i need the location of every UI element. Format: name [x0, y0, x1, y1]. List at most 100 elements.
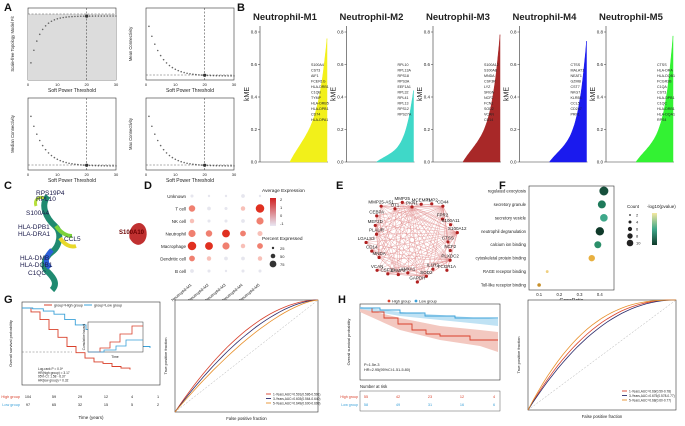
panel-d-dot	[188, 205, 196, 212]
panel-e-node	[446, 240, 450, 244]
panel-a-xtick: 10	[55, 172, 60, 177]
panel-e-node	[448, 258, 452, 262]
panel-a-point	[218, 164, 221, 167]
panel-a-point	[68, 16, 70, 18]
panel-b-ytick: 0.2	[424, 127, 431, 132]
panel-e-node-label: SOD2	[420, 270, 433, 275]
panel-d-color-tick: 0	[280, 213, 283, 218]
panel-a-point	[65, 161, 67, 164]
panel-g-risk-value: 15	[104, 403, 108, 407]
panel-a-xtick: 30	[232, 82, 237, 87]
panel-e-node	[445, 268, 449, 272]
panel-a-point	[74, 163, 76, 166]
panel-d-dot	[257, 230, 263, 237]
panel-h-risk-value: 6	[493, 403, 495, 407]
panel-a-point	[233, 75, 235, 77]
panel-a-point	[97, 164, 100, 167]
panel-h-risk-value: 55	[364, 395, 368, 399]
panel-b-gene-label: HLA-DRB1	[311, 85, 329, 89]
panel-c-trajectory-top	[34, 196, 45, 207]
panel-a-point	[212, 164, 215, 167]
panel-h-risk-label: High group	[340, 395, 358, 399]
panel-e-edge	[376, 215, 458, 233]
panel-g-inset-high	[88, 325, 143, 353]
panel-b-module-title: Neutrophil-M3	[426, 12, 490, 23]
panel-d-dot	[188, 229, 196, 238]
panel-a-point	[227, 75, 229, 77]
panel-b-ytick: 0.8	[510, 30, 517, 35]
panel-a-point	[189, 162, 191, 165]
panel-h-stat: P=1.5e-3	[364, 363, 380, 367]
panel-g-risk-value: 65	[52, 403, 56, 407]
panel-e-edge	[380, 206, 427, 277]
panel-f-count-dot	[626, 239, 634, 247]
panel-b-gene-label: VCAN	[484, 113, 494, 117]
panel-f-term: calcium ion binding	[490, 242, 526, 247]
panel-f-xtick: 0.4	[597, 292, 603, 297]
panel-d-dot	[207, 206, 211, 211]
panel-b-ylabel: kME	[504, 87, 511, 101]
panel-b-ylabel: kME	[417, 87, 424, 101]
panel-a-point	[162, 58, 165, 61]
panel-d-dot	[189, 218, 195, 224]
panel-b-gene-label: RPS4	[657, 118, 666, 122]
panel-e-edge	[376, 202, 403, 235]
panel-a-point	[174, 68, 177, 71]
panel-d-dot	[222, 242, 230, 250]
panel-a-point	[230, 165, 232, 167]
panel-h-km-high	[360, 307, 498, 341]
panel-a-point	[154, 43, 156, 45]
panel-h-risk-box	[359, 390, 501, 412]
panel-f-legend-p: -log10(pvalue)	[647, 204, 676, 209]
panel-d-size-label: 25	[280, 246, 285, 251]
panel-e-edge	[394, 208, 458, 233]
panel-a-point	[165, 152, 168, 154]
panel-e-node-label: PKN1	[406, 200, 418, 205]
panel-b-ytick: 0.2	[597, 127, 604, 132]
panel-g-inset-low	[88, 339, 143, 353]
panel-a-point	[38, 33, 41, 36]
panel-e-node-label: CEBPA	[369, 209, 384, 214]
panel-e-edge	[376, 215, 427, 277]
panel-d-dot	[205, 242, 213, 250]
panel-a-point	[224, 165, 226, 167]
panel-a-point	[224, 75, 226, 77]
panel-a-point	[151, 125, 153, 128]
panel-a-point	[85, 163, 89, 167]
panel-a-point	[77, 15, 79, 18]
panel-a-point	[180, 160, 182, 163]
panel-a-xlabel: Soft Power Threshold	[48, 178, 96, 184]
panel-g-risk-value: 5	[131, 403, 133, 407]
panel-b-ytick: 0.4	[251, 95, 258, 100]
panel-f-count-dot	[628, 220, 632, 224]
panel-a-point	[168, 154, 171, 157]
panel-e-node	[448, 223, 453, 227]
panel-b-ytick: 0.2	[510, 127, 517, 132]
panel-f-xtick: 0.1	[536, 292, 542, 297]
panel-f-count-label: 4	[636, 220, 639, 225]
panel-b-gene-label: HLA-DPB1	[311, 107, 329, 111]
panel-a-point	[177, 159, 180, 162]
panel-d-dot	[207, 269, 211, 273]
panel-a-point	[109, 165, 111, 167]
panel-d-dot	[190, 269, 194, 273]
panel-a-point	[62, 160, 64, 163]
panel-a-point	[65, 16, 67, 18]
panel-b-gene-label: HLA-DRA	[657, 69, 673, 73]
panel-e-node-label: S100A11	[441, 218, 460, 223]
panel-a-point	[85, 14, 89, 18]
panel-b-gene-label: S100A12	[484, 63, 499, 67]
panel-d-size-label: 75	[280, 262, 285, 267]
panel-a-point	[88, 15, 91, 17]
panel-e-edge	[378, 206, 443, 258]
panel-b-gene-label: LYZ	[484, 85, 491, 89]
panel-g-risk-label: High group	[1, 395, 20, 399]
panel-b-gene-label: CD74	[311, 113, 320, 117]
panel-a-point	[171, 66, 174, 69]
panel-b-gene-label: MNDA	[484, 74, 495, 78]
panel-e-edge	[411, 204, 422, 208]
panel-c-gene-label: S100A4	[26, 210, 50, 217]
panel-a-point	[192, 163, 194, 166]
panel-b-gene-label: C1QB	[311, 91, 321, 95]
panel-e-edge	[377, 232, 458, 271]
